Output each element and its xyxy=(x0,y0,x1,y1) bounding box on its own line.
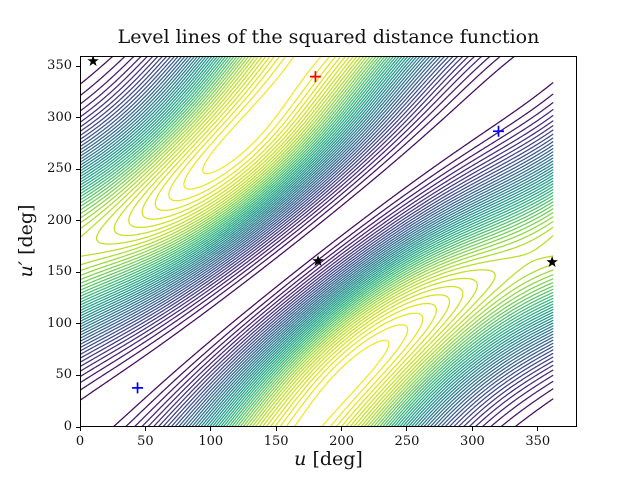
y-tick-label: 350 xyxy=(47,58,72,74)
x-tick-mark xyxy=(79,427,81,431)
y-tick-mark xyxy=(76,323,80,325)
y-tick-label: 200 xyxy=(47,212,72,228)
x-axis-unit: [deg] xyxy=(312,448,363,470)
x-axis-label: u [deg] xyxy=(80,448,577,470)
y-axis-label: u′ [deg] xyxy=(15,204,37,277)
x-tick-label: 200 xyxy=(329,434,354,449)
x-tick-mark xyxy=(471,427,473,431)
y-tick-label: 150 xyxy=(47,264,72,280)
x-tick-label: 100 xyxy=(198,434,224,449)
x-tick-label: 150 xyxy=(263,434,289,449)
x-tick-label: 0 xyxy=(75,434,85,449)
x-tick-mark xyxy=(537,427,539,431)
y-tick-label: 0 xyxy=(63,419,72,434)
y-tick-label: 100 xyxy=(47,315,72,331)
y-tick-label: 50 xyxy=(55,367,72,383)
y-tick-mark xyxy=(76,65,80,67)
x-tick-mark xyxy=(406,427,408,431)
x-tick-label: 350 xyxy=(525,434,551,449)
plot-title: Level lines of the squared distance func… xyxy=(117,26,540,48)
x-axis-symbol: u xyxy=(294,448,307,470)
y-tick-mark xyxy=(76,220,80,222)
x-tick-label: 50 xyxy=(137,434,154,449)
x-tick-mark xyxy=(341,427,343,431)
y-tick-mark xyxy=(76,168,80,170)
y-axis-symbol: u′ xyxy=(15,260,37,278)
x-tick-mark xyxy=(275,427,277,431)
x-tick-mark xyxy=(144,427,146,431)
x-tick-mark xyxy=(210,427,212,431)
y-tick-mark xyxy=(76,271,80,273)
y-tick-label: 250 xyxy=(47,161,72,177)
x-tick-label: 250 xyxy=(394,434,420,449)
y-tick-mark xyxy=(76,117,80,119)
y-tick-mark xyxy=(76,426,80,428)
y-tick-label: 300 xyxy=(47,109,72,125)
x-tick-label: 300 xyxy=(459,434,485,449)
y-axis-unit: [deg] xyxy=(15,204,37,255)
y-tick-mark xyxy=(76,374,80,376)
contour-plot-canvas xyxy=(80,56,577,427)
